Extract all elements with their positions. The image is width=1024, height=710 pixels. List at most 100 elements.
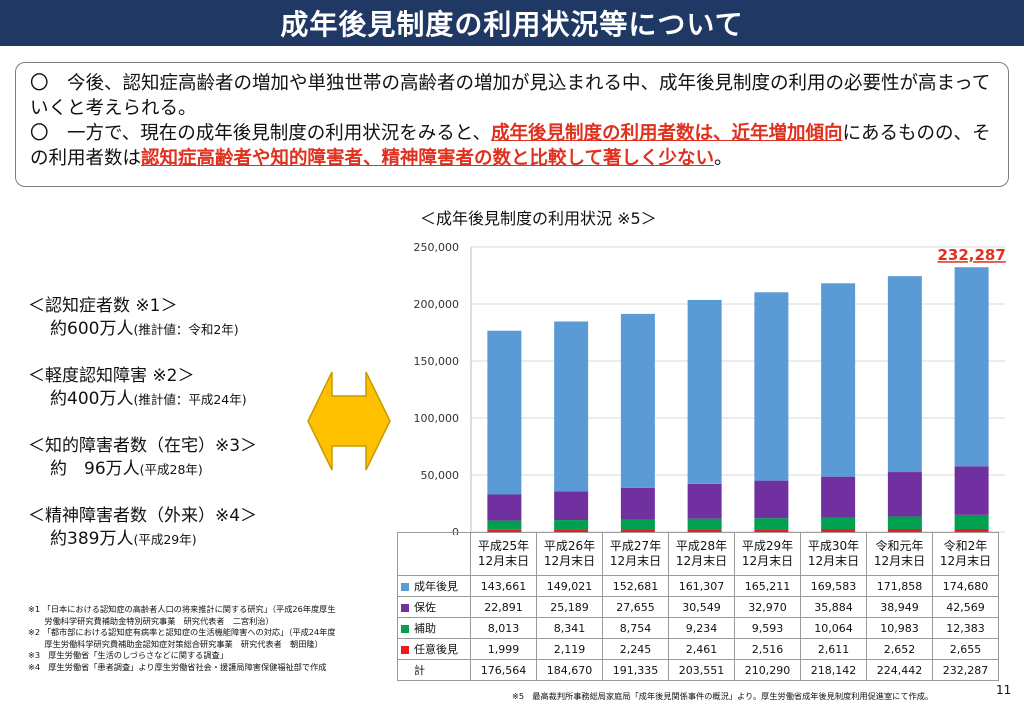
legend-swatch xyxy=(401,583,409,591)
data-value-cell: 149,021 xyxy=(536,575,603,597)
stat-head: ＜認知症者数 ※1＞ xyxy=(28,296,178,316)
intro-highlight-2: 認知症高齢者や知的障害者、精神障害者の数と比較して著しく少ない xyxy=(141,148,714,169)
bar-segment xyxy=(554,321,589,492)
total-label: 計 xyxy=(397,659,471,681)
stat-mental: ＜精神障害者数（外来）※4＞ 約389万人(平成29年) xyxy=(28,505,257,552)
bar-segment xyxy=(554,520,589,530)
data-value-cell: 8,754 xyxy=(602,617,669,639)
y-tick-label: 150,000 xyxy=(414,355,460,368)
chart-title: ＜成年後見制度の利用状況 ※5＞ xyxy=(420,209,657,228)
data-value-cell: 174,680 xyxy=(932,575,999,597)
double-arrow-icon xyxy=(307,371,391,471)
stat-mci: ＜軽度認知障害 ※2＞ 約400万人(推計値：平成24年) xyxy=(28,365,247,412)
x-category-label: 平成25年 12月末日 xyxy=(470,532,537,576)
data-value-cell: 2,119 xyxy=(536,638,603,660)
data-value-cell: 38,949 xyxy=(866,596,933,618)
data-value-cell: 27,655 xyxy=(602,596,669,618)
source-note: ※5 最高裁判所事務総局家庭局「成年後見関係事件の概況」より。厚生労働省成年後見… xyxy=(512,691,934,701)
bar-segment xyxy=(754,529,789,532)
data-value-cell: 8,341 xyxy=(536,617,603,639)
series-label: 補助 xyxy=(397,617,471,639)
stat-value: 約 96万人 xyxy=(50,459,140,479)
y-tick-label: 0 xyxy=(452,526,459,535)
stat-value: 約400万人 xyxy=(50,389,134,409)
data-value-cell: 22,891 xyxy=(470,596,537,618)
total-value-cell: 210,290 xyxy=(734,659,801,681)
stat-value-row: 約400万人(推計値：平成24年) xyxy=(28,387,247,412)
stat-intellectual: ＜知的障害者数（在宅）※3＞ 約 96万人(平成28年) xyxy=(28,435,257,482)
data-value-cell: 2,655 xyxy=(932,638,999,660)
x-category-label: 平成29年 12月末日 xyxy=(734,532,801,576)
title-bar: 成年後見制度の利用状況等について xyxy=(0,0,1024,46)
x-category-label: 令和2年 12月末日 xyxy=(932,532,999,576)
series-label: 成年後見 xyxy=(397,575,471,597)
bar-segment xyxy=(687,483,722,519)
x-category-label: 平成26年 12月末日 xyxy=(536,532,603,576)
bar-segment xyxy=(954,267,989,467)
bar-segment xyxy=(487,330,522,495)
legend-spacer xyxy=(401,667,409,675)
data-value-cell: 35,884 xyxy=(800,596,867,618)
x-category-label: 令和元年 12月末日 xyxy=(866,532,933,576)
bar-segment xyxy=(754,292,789,481)
footnote-line: ※2 「都市部における認知症有病率と認知症の生活機能障害への対応」（平成24年度 xyxy=(28,627,336,637)
stat-value: 約600万人 xyxy=(50,319,134,339)
bar-segment xyxy=(620,313,655,488)
table-row: 補助 8,013 8,341 8,754 9,234 9,593 10,064 10,983 1… xyxy=(397,617,999,639)
page-number: 11 xyxy=(996,683,1012,697)
data-value-cell: 161,307 xyxy=(668,575,735,597)
intro-line-2: 〇 一方で、現在の成年後見制度の利用状況をみると、成年後見制度の利用者数は、近年… xyxy=(30,121,994,171)
data-value-cell: 2,461 xyxy=(668,638,735,660)
data-value-cell: 171,858 xyxy=(866,575,933,597)
intro-box: 〇 今後、認知症高齢者の増加や単独世帯の高齢者の増加が見込まれる中、成年後見制度… xyxy=(15,62,1009,187)
data-table: 平成25年 12月末日 平成26年 12月末日 平成27年 12月末日 平成28年 1… xyxy=(397,532,999,681)
data-value-cell: 2,245 xyxy=(602,638,669,660)
data-value-cell: 2,516 xyxy=(734,638,801,660)
series-label: 任意後見 xyxy=(397,638,471,660)
bar-segment xyxy=(887,516,922,529)
bar-segment xyxy=(487,529,522,532)
bar-segment xyxy=(620,487,655,520)
bar-segment xyxy=(821,476,856,518)
bar-segment xyxy=(687,299,722,484)
total-value-cell: 224,442 xyxy=(866,659,933,681)
stat-value-row: 約600万人(推計値：令和2年) xyxy=(28,317,239,342)
bar-segment xyxy=(620,519,655,530)
stat-note: (推計値：平成24年) xyxy=(133,392,247,407)
data-value-cell: 1,999 xyxy=(470,638,537,660)
data-value-cell: 152,681 xyxy=(602,575,669,597)
stat-head: ＜精神障害者数（外来）※4＞ xyxy=(28,506,258,526)
bar-segment xyxy=(754,480,789,519)
series-name: 任意後見 xyxy=(414,643,458,656)
footnote-line: ※1 「日本における認知症の高齢者人口の将来推計に関する研究」（平成26年度厚生 xyxy=(28,604,336,614)
table-row: 任意後見 1,999 2,119 2,245 2,461 2,516 2,611 2,652 2… xyxy=(397,638,999,660)
bar-segment xyxy=(554,529,589,532)
table-header-row: 平成25年 12月末日 平成26年 12月末日 平成27年 12月末日 平成28年 1… xyxy=(397,532,999,576)
x-category-label: 平成27年 12月末日 xyxy=(602,532,669,576)
bar-segment xyxy=(887,276,922,473)
y-tick-label: 50,000 xyxy=(421,469,460,482)
bar-segment xyxy=(620,529,655,532)
stat-note: (平成28年) xyxy=(139,462,203,477)
bar-segment xyxy=(687,518,722,530)
data-value-cell: 169,583 xyxy=(800,575,867,597)
bar-segment xyxy=(821,529,856,532)
data-value-cell: 32,970 xyxy=(734,596,801,618)
footnote-line: ※3 厚生労働省「生活のしづらさなどに関する調査」 xyxy=(28,650,228,660)
footnote-line: 労働科学研究費補助金特別研究事業 研究代表者 二宮利治） xyxy=(28,615,274,626)
data-value-cell: 30,549 xyxy=(668,596,735,618)
y-tick-label: 100,000 xyxy=(414,412,460,425)
x-category-label: 平成28年 12月末日 xyxy=(668,532,735,576)
series-name: 成年後見 xyxy=(414,580,458,593)
intro-line-2-pre: 〇 一方で、現在の成年後見制度の利用状況をみると、 xyxy=(30,123,492,144)
data-value-cell: 9,593 xyxy=(734,617,801,639)
table-total-row: 計 176,564 184,670 191,335 203,551 210,290 218,… xyxy=(397,659,999,681)
footnote-line: ※4 厚生労働省「患者調査」より厚生労働省社会・援護局障害保健福祉部で作成 xyxy=(28,661,327,672)
data-value-cell: 25,189 xyxy=(536,596,603,618)
x-category-label: 平成30年 12月末日 xyxy=(800,532,867,576)
data-value-cell: 165,211 xyxy=(734,575,801,597)
stat-note: (平成29年) xyxy=(133,532,197,547)
data-value-cell: 10,064 xyxy=(800,617,867,639)
table-row: 保佐 22,891 25,189 27,655 30,549 32,970 35,884 38… xyxy=(397,596,999,618)
bar-segment xyxy=(821,517,856,530)
